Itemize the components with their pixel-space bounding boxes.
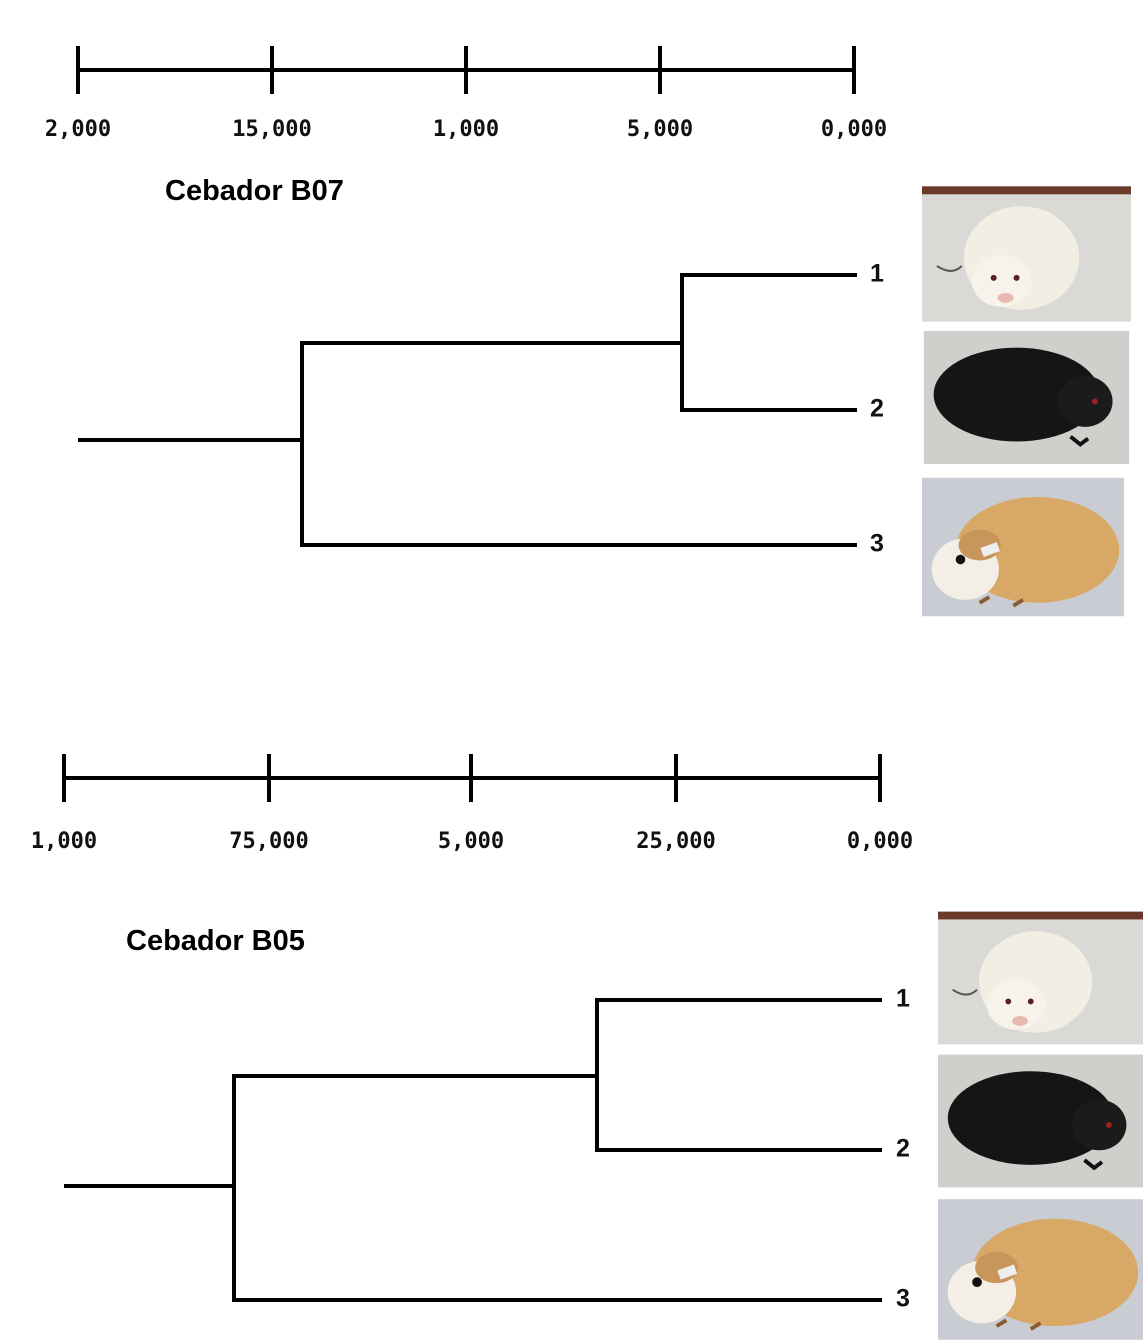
scale-label: 5,000 bbox=[627, 117, 693, 142]
leaf-label: 3 bbox=[896, 1285, 910, 1313]
panel-title: Cebador B05 bbox=[126, 925, 305, 957]
leaf-label: 1 bbox=[896, 985, 910, 1013]
animal-photo bbox=[938, 1199, 1143, 1340]
animal-photo bbox=[922, 186, 1131, 321]
leaf-label: 2 bbox=[870, 395, 884, 423]
scale-label: 0,000 bbox=[847, 829, 913, 854]
scale-label: 25,000 bbox=[636, 829, 715, 854]
scale-label: 1,000 bbox=[433, 117, 499, 142]
animal-photo bbox=[922, 478, 1124, 617]
leaf-label: 3 bbox=[870, 530, 884, 558]
scale-label: 0,000 bbox=[821, 117, 887, 142]
scale-label: 1,000 bbox=[31, 829, 97, 854]
animal-photo bbox=[924, 331, 1129, 464]
leaf-label: 2 bbox=[896, 1135, 910, 1163]
scale-label: 2,000 bbox=[45, 117, 111, 142]
scale-label: 15,000 bbox=[232, 117, 311, 142]
leaf-label: 1 bbox=[870, 260, 884, 288]
animal-photo bbox=[938, 912, 1143, 1045]
scale-label: 5,000 bbox=[438, 829, 504, 854]
animal-photo bbox=[938, 1055, 1143, 1188]
figure: 2,00015,0001,0005,0000,000Cebador B07123… bbox=[0, 0, 1143, 1341]
panel-title: Cebador B07 bbox=[165, 175, 344, 207]
scale-label: 75,000 bbox=[229, 829, 308, 854]
